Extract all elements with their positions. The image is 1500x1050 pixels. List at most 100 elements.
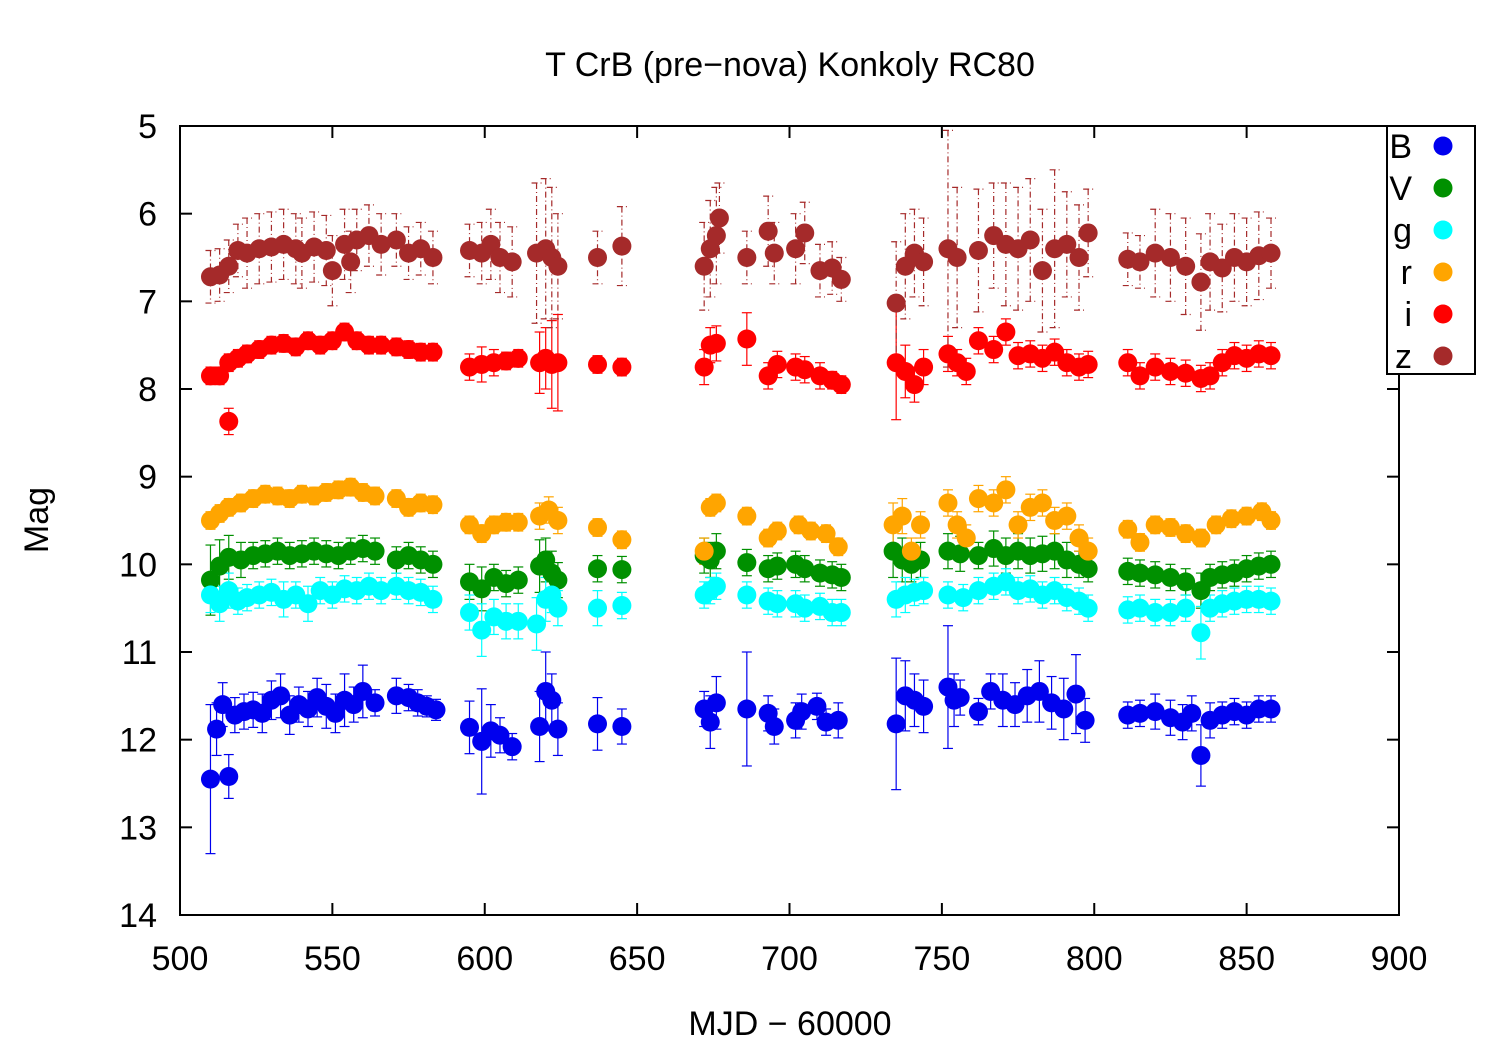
data-point-V bbox=[1176, 572, 1196, 592]
y-tick-label: 8 bbox=[138, 371, 157, 409]
data-point-i bbox=[1130, 366, 1150, 386]
legend-marker-z bbox=[1433, 346, 1453, 366]
data-point-r bbox=[1221, 509, 1241, 529]
data-point-r bbox=[548, 511, 568, 530]
legend-label-V: V bbox=[1389, 170, 1412, 208]
data-point-r bbox=[1130, 532, 1150, 552]
data-point-B bbox=[612, 717, 632, 737]
data-point-i bbox=[1176, 363, 1196, 383]
data-point-z bbox=[548, 256, 568, 276]
data-point-B bbox=[588, 714, 608, 734]
data-point-r bbox=[996, 480, 1016, 500]
data-point-z bbox=[1160, 248, 1180, 267]
data-point-B bbox=[792, 702, 812, 722]
data-point-r bbox=[938, 493, 958, 513]
data-point-B bbox=[271, 686, 291, 706]
legend-marker-B bbox=[1433, 136, 1453, 156]
data-point-i bbox=[968, 331, 988, 351]
data-point-V bbox=[1130, 563, 1150, 583]
data-point-r bbox=[892, 506, 912, 526]
data-point-B bbox=[1075, 710, 1095, 730]
data-point-V bbox=[508, 570, 528, 590]
legend-label-z: z bbox=[1395, 338, 1412, 376]
data-point-B bbox=[1145, 702, 1165, 722]
data-point-B bbox=[1029, 681, 1049, 701]
data-point-r bbox=[612, 530, 632, 550]
data-point-z bbox=[758, 221, 778, 241]
data-point-r bbox=[801, 521, 821, 541]
data-point-r bbox=[828, 537, 848, 557]
y-tick-label: 5 bbox=[138, 108, 157, 146]
data-point-V bbox=[200, 570, 220, 590]
data-point-g bbox=[588, 598, 608, 618]
data-point-z bbox=[316, 240, 336, 260]
data-point-i bbox=[996, 322, 1016, 342]
data-point-i bbox=[706, 333, 726, 353]
y-tick-label: 7 bbox=[138, 283, 157, 321]
data-points-layer bbox=[200, 208, 1281, 789]
data-point-V bbox=[950, 544, 970, 564]
data-point-i bbox=[914, 357, 934, 377]
data-point-i bbox=[423, 342, 443, 362]
data-point-g bbox=[831, 603, 851, 623]
data-point-z bbox=[1145, 243, 1165, 263]
y-tick-label: 9 bbox=[138, 459, 157, 497]
data-point-i bbox=[548, 353, 568, 373]
data-point-g bbox=[527, 614, 547, 634]
data-point-r bbox=[816, 524, 836, 544]
data-point-V bbox=[548, 570, 568, 590]
data-point-z bbox=[1078, 223, 1098, 243]
data-point-i bbox=[831, 375, 851, 395]
data-point-i bbox=[508, 348, 528, 368]
data-point-z bbox=[502, 252, 522, 272]
data-point-z bbox=[706, 226, 726, 246]
data-point-g bbox=[767, 594, 787, 614]
data-point-V bbox=[795, 559, 815, 579]
data-point-B bbox=[968, 702, 988, 722]
data-point-z bbox=[1176, 256, 1196, 276]
y-tick-label: 14 bbox=[119, 897, 157, 935]
data-point-z bbox=[612, 236, 632, 256]
data-point-g bbox=[968, 581, 988, 601]
x-tick-label: 600 bbox=[456, 940, 513, 978]
data-point-B bbox=[490, 725, 510, 745]
y-tick-label: 11 bbox=[122, 634, 157, 672]
chart-title: T CrB (pre−nova) Konkoly RC80 bbox=[545, 46, 1035, 84]
data-point-g bbox=[1261, 591, 1281, 611]
data-point-r bbox=[1145, 515, 1165, 535]
data-point-z bbox=[1069, 248, 1089, 267]
data-point-r bbox=[588, 518, 608, 538]
data-point-B bbox=[914, 696, 934, 716]
data-point-r bbox=[1008, 515, 1028, 535]
data-point-g bbox=[612, 596, 632, 616]
data-point-z bbox=[1032, 261, 1052, 281]
y-tick-label: 10 bbox=[119, 546, 157, 584]
data-point-r bbox=[365, 486, 385, 506]
axes-layer: 500 550 600 650 700 750 800 850 900 5 6 7 8 9 10 11 12 13… bbox=[119, 108, 1427, 978]
data-point-B bbox=[1130, 703, 1150, 723]
data-point-z bbox=[1130, 252, 1150, 272]
data-point-V bbox=[968, 546, 988, 566]
data-point-z bbox=[1057, 234, 1077, 254]
data-point-z bbox=[968, 240, 988, 260]
data-point-g bbox=[1145, 603, 1165, 623]
legend-marker-r bbox=[1433, 262, 1453, 282]
data-point-g bbox=[460, 603, 480, 623]
data-point-g bbox=[548, 598, 568, 618]
data-point-g bbox=[938, 585, 958, 605]
x-axis-label: MJD − 60000 bbox=[688, 1005, 891, 1043]
data-point-V bbox=[423, 554, 443, 574]
data-point-i bbox=[1078, 354, 1098, 374]
data-point-r bbox=[901, 541, 921, 561]
data-point-g bbox=[472, 620, 492, 640]
data-point-B bbox=[1191, 745, 1211, 765]
data-point-r bbox=[911, 515, 931, 535]
data-point-r bbox=[737, 506, 757, 526]
data-point-z bbox=[1191, 272, 1211, 292]
data-point-z bbox=[341, 252, 361, 272]
data-point-r bbox=[508, 512, 528, 532]
data-point-B bbox=[1182, 703, 1202, 723]
data-point-V bbox=[1261, 554, 1281, 574]
data-point-V bbox=[1160, 567, 1180, 587]
